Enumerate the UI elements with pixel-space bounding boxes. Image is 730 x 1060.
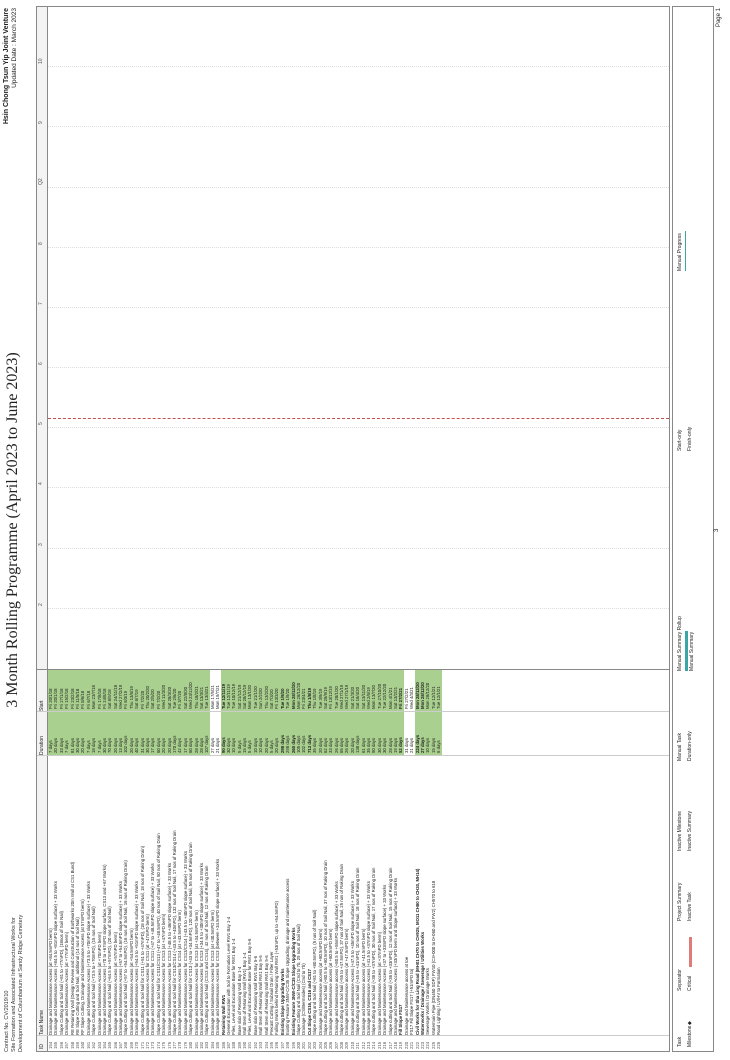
divider <box>37 711 669 712</box>
page-number: Page 1 <box>716 8 722 28</box>
duration-cell: 6 days <box>436 711 442 755</box>
legend-inactive-milestone: Inactive Milestone <box>677 810 683 851</box>
task-rows: 154 Drainage and Maintenance Access (at +… <box>48 669 442 1051</box>
legend-critical: Critical <box>687 975 693 991</box>
timescale-label: 2 <box>38 603 44 606</box>
legend-finish-only: Finish-only <box>687 426 693 451</box>
gantt-chart-area: 2 3 4 5 6 7 8 Q2 9 10 <box>38 7 669 669</box>
task-name: Road Lighting / LV/HV to Formation <box>436 967 442 1035</box>
start-cell: Tue 12/1/21 <box>436 669 442 711</box>
company-info: Hsin Chong Tsun Yip Joint Venture Update… <box>3 8 19 124</box>
timescale-tick: 10 <box>38 58 669 67</box>
legend-start-only: Start-only <box>677 429 683 451</box>
timescale-label: 10 <box>38 58 44 64</box>
legend-inactive-summary: Inactive Summary <box>687 810 693 851</box>
table-row: 226 Road Lighting / LV/HV to Formation 6 d… <box>436 669 442 1051</box>
legend-milestone: Milestone <box>687 1025 693 1047</box>
timescale-tick: 9 <box>38 121 669 127</box>
timescale-tick: 5 <box>38 422 669 428</box>
timescale-label: 5 <box>38 422 44 425</box>
col-header-start: Start <box>37 669 48 711</box>
timescale-label: 8 <box>38 242 44 245</box>
legend-manual-task: Manual Task <box>677 733 683 761</box>
timescale-label: 4 <box>38 482 44 485</box>
legend: Task Milestone ◆ Separator Critical Proj… <box>672 6 714 1052</box>
updated-date: Updated Date : March 2023 <box>11 8 18 88</box>
divider <box>37 1035 669 1036</box>
today-line <box>48 418 669 419</box>
legend-manual-progress: Manual Progress <box>677 233 683 271</box>
gantt-table: ID Task Name Duration Start 154 Drainage … <box>36 6 670 1052</box>
legend-duration-only: Duration-only <box>687 731 693 761</box>
progress-line-swatch <box>685 231 686 271</box>
col-header-id: ID <box>37 1035 48 1051</box>
critical-bar-swatch <box>689 937 692 967</box>
col-header-duration: Duration <box>37 711 48 755</box>
divider <box>37 755 669 756</box>
timescale-label: 6 <box>38 362 44 365</box>
programme-title: 3 Month Rolling Programme (April 2023 to… <box>4 352 21 708</box>
col-header-timescale <box>37 7 48 669</box>
row-id: 226 <box>436 1041 442 1049</box>
timescale-tick: 8 <box>38 242 669 248</box>
legend-manual-summary: Manual Summary <box>689 631 695 671</box>
timescale-label: Q2 <box>38 178 44 185</box>
page-center-number: 3 <box>714 528 720 532</box>
timescale-tick: Q2 <box>38 178 669 188</box>
legend-inactive-task: Inactive Task <box>687 892 693 921</box>
legend-project-summary: Project Summary <box>677 882 683 921</box>
timescale-label: 9 <box>38 121 44 124</box>
timescale-tick: 3 <box>38 543 669 549</box>
company-name: Hsin Chong Tsun Yip Joint Venture <box>3 8 10 125</box>
timescale-label: 3 <box>38 543 44 546</box>
milestone-icon: ◆ <box>687 1021 693 1025</box>
col-header-task-name: Task Name <box>37 755 48 1035</box>
legend-split: Separator <box>677 969 683 991</box>
timescale-tick: 6 <box>38 362 669 368</box>
timescale-tick: 2 <box>38 603 669 609</box>
timescale-tick: 7 <box>38 302 669 308</box>
timescale-tick: 4 <box>38 482 669 488</box>
legend-task: Task <box>677 1036 683 1047</box>
summary-bar-swatch <box>685 631 688 671</box>
divider <box>37 669 669 670</box>
legend-manual-summary-rollup: Manual Summary Rollup <box>677 616 683 671</box>
timescale-label: 7 <box>38 302 44 305</box>
